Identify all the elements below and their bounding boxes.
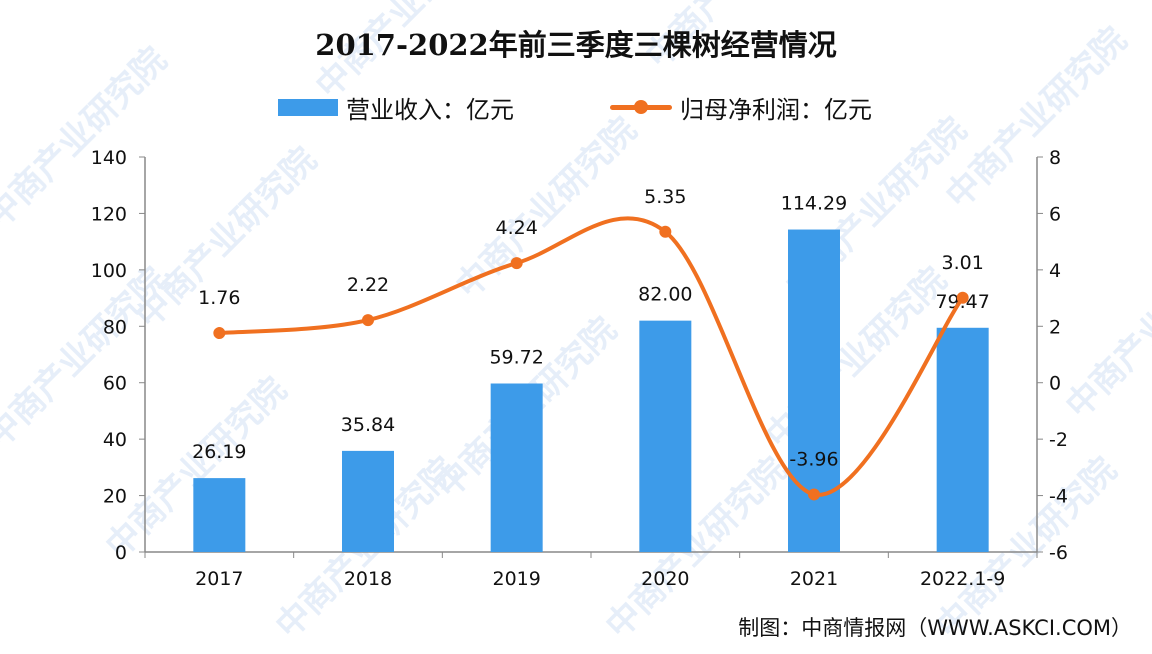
legend-item-revenue: 营业收入：亿元 <box>278 90 514 125</box>
line-point-profit <box>213 327 226 340</box>
left-tick-label: 140 <box>91 147 127 169</box>
left-tick-label: 100 <box>91 260 127 282</box>
bar-revenue <box>490 383 543 552</box>
bar-revenue <box>193 478 246 552</box>
watermark-text: 中商产业研究院 <box>758 260 955 457</box>
legend-label-revenue: 营业收入：亿元 <box>346 96 514 124</box>
bar-data-label: 82.00 <box>638 284 692 306</box>
x-tick-label: 2021 <box>790 568 838 590</box>
watermark-text: 中商产业研究院 <box>1058 230 1152 427</box>
right-tick-label: 2 <box>1049 316 1061 338</box>
right-tick-label: -6 <box>1049 542 1068 564</box>
line-data-label: 4.24 <box>496 217 538 239</box>
right-tick-label: 6 <box>1049 203 1061 225</box>
x-tick-label: 2018 <box>344 568 392 590</box>
line-data-label: 1.76 <box>198 287 240 309</box>
legend-bar-swatch <box>278 99 338 116</box>
x-tick-label: 2022.1-9 <box>920 568 1005 590</box>
left-tick-label: 40 <box>103 429 127 451</box>
legend-line-swatch <box>610 100 672 114</box>
line-data-label: 3.01 <box>942 252 984 274</box>
line-point-profit <box>659 225 672 238</box>
legend-item-profit: 归母净利润：亿元 <box>610 90 872 125</box>
right-tick-label: 4 <box>1049 260 1061 282</box>
bar-data-label: 26.19 <box>192 441 246 463</box>
watermark-text: 中商产业研究院 <box>0 260 175 457</box>
watermark-text: 中商产业研究院 <box>0 40 175 237</box>
left-tick-label: 60 <box>103 373 127 395</box>
bar-revenue <box>639 320 692 552</box>
left-tick-label: 0 <box>115 542 127 564</box>
line-data-label: -3.96 <box>789 448 838 470</box>
x-tick-label: 2019 <box>492 568 540 590</box>
left-tick-label: 20 <box>103 486 127 508</box>
line-point-profit <box>510 257 523 270</box>
bar-data-label: 114.29 <box>781 193 847 215</box>
right-tick-label: -4 <box>1049 486 1068 508</box>
bar-revenue <box>936 327 989 552</box>
left-tick-label: 120 <box>91 203 127 225</box>
right-tick-label: -2 <box>1049 429 1068 451</box>
legend: 营业收入：亿元 归母净利润：亿元 <box>0 90 1152 124</box>
bar-data-label: 59.72 <box>489 347 543 369</box>
right-tick-label: 0 <box>1049 373 1061 395</box>
line-point-profit <box>956 291 969 304</box>
bar-data-label: 35.84 <box>341 414 395 436</box>
x-tick-label: 2020 <box>641 568 689 590</box>
bar-revenue <box>342 450 394 552</box>
chart-title: 2017-2022年前三季度三棵树经营情况 <box>315 28 837 62</box>
right-tick-label: 8 <box>1049 147 1061 169</box>
left-tick-label: 80 <box>103 316 127 338</box>
footer-source: 制图：中商情报网（WWW.ASKCI.COM） <box>738 616 1132 640</box>
bar-revenue <box>788 229 840 552</box>
line-data-label: 2.22 <box>347 274 389 296</box>
legend-label-profit: 归母净利润：亿元 <box>680 96 872 124</box>
line-point-profit <box>362 314 374 327</box>
line-point-profit <box>808 488 820 501</box>
x-tick-label: 2017 <box>195 568 243 590</box>
line-data-label: 5.35 <box>644 186 686 208</box>
